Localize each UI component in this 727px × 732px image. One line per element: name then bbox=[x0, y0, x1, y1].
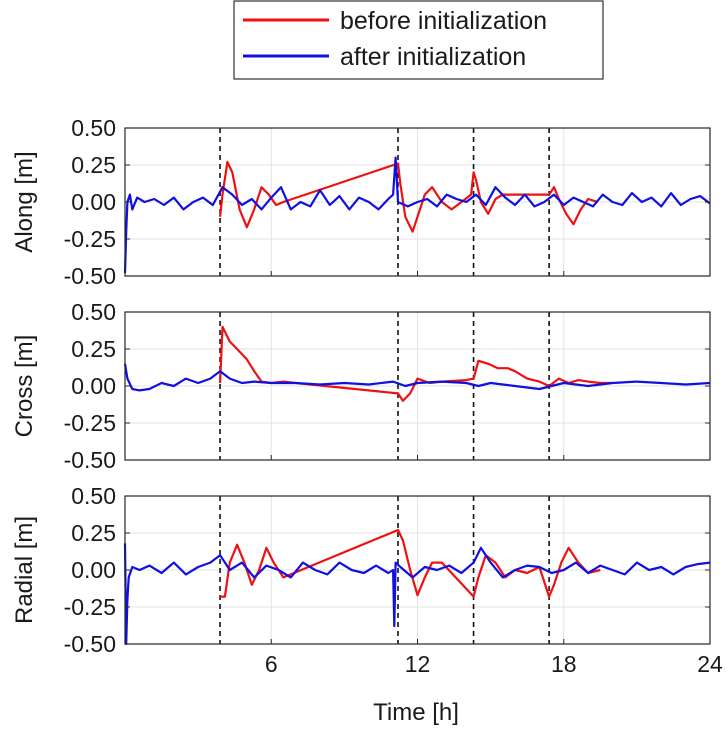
y-tick-label: 0.25 bbox=[71, 336, 116, 362]
legend-label-before: before initialization bbox=[340, 7, 547, 35]
before-series-line bbox=[219, 160, 599, 233]
y-tick-label: 0.50 bbox=[71, 483, 116, 509]
y-tick-label: 0.00 bbox=[71, 189, 116, 215]
y-tick-label: -0.50 bbox=[64, 631, 116, 657]
cross-axis-title: Cross [m] bbox=[11, 335, 38, 438]
y-tick-label: 0.50 bbox=[71, 299, 116, 325]
legend: before initialization after initializati… bbox=[233, 0, 604, 80]
y-tick-label: 0.25 bbox=[71, 152, 116, 178]
y-tick-label: -0.25 bbox=[64, 226, 116, 252]
y-tick-label: 0.00 bbox=[71, 373, 116, 399]
x-tick-label: 12 bbox=[405, 651, 431, 677]
radial-axis-title: Radial [m] bbox=[11, 516, 38, 624]
y-tick-label: 0.50 bbox=[71, 115, 116, 141]
y-tick-label: 0.25 bbox=[71, 520, 116, 546]
legend-box bbox=[233, 0, 604, 80]
cross-panel: 0.50 0.25 0.00 -0.25 -0.50 bbox=[64, 299, 711, 473]
x-tick-label: 6 bbox=[265, 651, 278, 677]
y-tick-label: -0.50 bbox=[64, 263, 116, 289]
y-tick-label: 0.00 bbox=[71, 557, 116, 583]
y-tick-label: -0.50 bbox=[64, 447, 116, 473]
along-panel: 0.50 0.25 0.00 -0.25 -0.50 bbox=[64, 115, 711, 289]
after-series-line bbox=[123, 543, 711, 646]
radial-panel: 0.50 0.25 0.00 -0.25 -0.50 6 12 18 24 bbox=[64, 483, 723, 677]
along-axis-title: Along [m] bbox=[11, 151, 38, 252]
time-axis-title: Time [h] bbox=[373, 699, 459, 726]
before-series-line bbox=[219, 325, 613, 402]
x-tick-label: 24 bbox=[697, 651, 723, 677]
after-series-line bbox=[123, 156, 711, 274]
x-tick-label: 18 bbox=[551, 651, 577, 677]
y-tick-label: -0.25 bbox=[64, 594, 116, 620]
before-series-line bbox=[220, 528, 601, 598]
after-series-line bbox=[123, 363, 711, 392]
y-tick-label: -0.25 bbox=[64, 410, 116, 436]
legend-label-after: after initialization bbox=[340, 43, 526, 71]
